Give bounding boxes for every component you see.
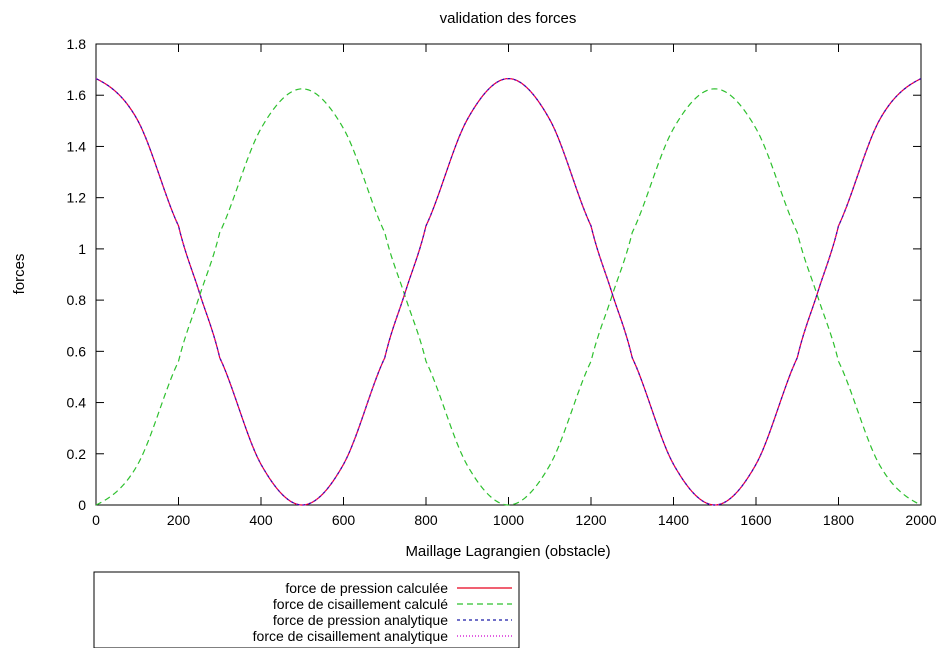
legend-label-3: force de cisaillement analytique — [253, 628, 449, 644]
x-tick-label: 1000 — [493, 512, 524, 528]
x-tick-label: 400 — [249, 512, 273, 528]
legend-label-1: force de cisaillement calculé — [273, 596, 448, 612]
x-tick-label: 200 — [167, 512, 191, 528]
series-line-0 — [95, 77, 922, 506]
y-tick-label: 0.6 — [67, 343, 87, 359]
plot-frame — [95, 43, 922, 506]
x-tick-label: 2000 — [905, 512, 936, 528]
y-tick-label: 0.8 — [67, 292, 87, 308]
x-tick-label: 600 — [332, 512, 356, 528]
legend-label-0: force de pression calculée — [285, 580, 448, 596]
chart-title: validation des forces — [440, 10, 577, 27]
x-tick-label: 1400 — [658, 512, 689, 528]
y-tick-label: 1 — [78, 241, 86, 257]
series-line-2 — [95, 77, 922, 506]
axis-ticks: 0 200 400 600 800 1000 1200 1400 1600 1800 2000 0 0.… — [67, 36, 937, 528]
y-tick-label: 0.2 — [67, 446, 87, 462]
x-tick-label: 0 — [92, 512, 100, 528]
legend-label-2: force de pression analytique — [273, 612, 448, 628]
x-tick-label: 1600 — [740, 512, 771, 528]
y-tick-label: 1.2 — [67, 190, 87, 206]
legend-box — [93, 571, 520, 648]
series-line-1 — [95, 88, 922, 506]
y-tick-label: 1.4 — [67, 138, 87, 154]
x-tick-label: 1200 — [575, 512, 606, 528]
x-tick-label: 800 — [414, 512, 438, 528]
y-axis-title: forces — [11, 254, 28, 295]
y-tick-label: 1.6 — [67, 87, 87, 103]
y-tick-label: 0.4 — [67, 395, 87, 411]
series-lines — [95, 77, 922, 506]
series-line-3 — [95, 77, 922, 506]
x-tick-label: 1800 — [823, 512, 854, 528]
y-tick-label: 1.8 — [67, 36, 87, 52]
x-axis-title: Maillage Lagrangien (obstacle) — [405, 543, 610, 560]
y-tick-label: 0 — [78, 497, 86, 513]
